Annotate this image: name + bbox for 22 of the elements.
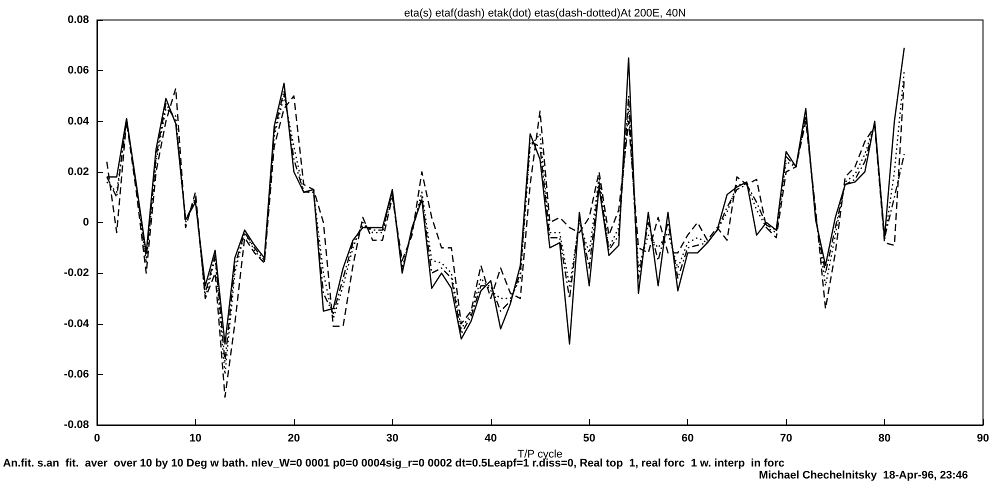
y-tick-label: 0.02 — [68, 166, 89, 178]
x-tick-label: 20 — [288, 432, 300, 444]
y-tick-label: -0.04 — [64, 318, 90, 330]
x-tick-label: 30 — [386, 432, 398, 444]
chart-title: eta(s) etaf(dash) etak(dot) etas(dash-dotted)At 200E, 40N — [404, 8, 686, 20]
y-tick-label: -0.02 — [64, 267, 89, 280]
y-tick-label: 0.08 — [68, 14, 89, 26]
x-tick-label: 40 — [484, 432, 497, 444]
x-tick-label: 10 — [189, 432, 202, 444]
y-tick-label: 0.06 — [68, 64, 89, 77]
x-tick-label: 60 — [682, 432, 694, 444]
text: Michael Chechelnitsky 18-Apr-96, 23:46 — [758, 470, 968, 482]
x-tick-label: 70 — [780, 432, 792, 444]
x-tick-label: 0 — [94, 432, 100, 444]
y-tick-label: -0.06 — [64, 368, 89, 380]
x-tick-label: 80 — [878, 432, 891, 444]
x-tick-label: 50 — [583, 432, 596, 444]
y-tick-label: 0.04 — [68, 115, 90, 128]
x-tick-label: 90 — [976, 432, 990, 444]
y-tick-label: 0 — [82, 216, 89, 228]
text: An.fit. s.an fit. aver over 10 by 10 Deg w bath. nlev_W=0 0001 p0=0 0004sig_r=0 0002 dt=0.5Leapf=1 r.diss=0, Real top 1, real forc 1 w. interp in forc — [3, 458, 785, 470]
y-tick-label: -0.08 — [64, 419, 89, 431]
